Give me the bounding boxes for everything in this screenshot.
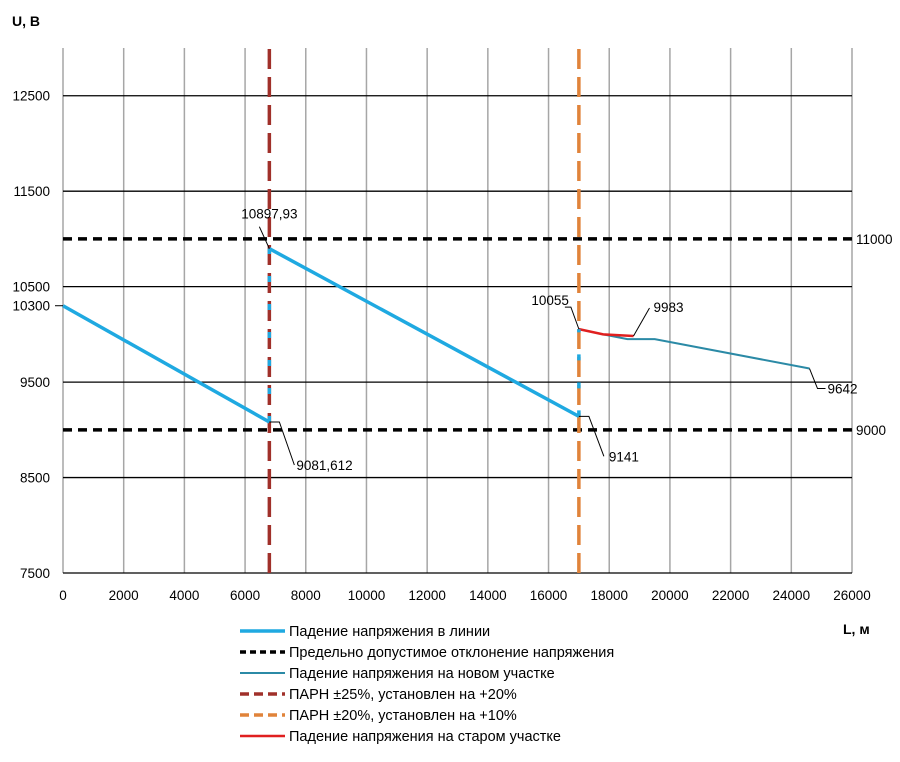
annotation-leaders: [55, 226, 826, 466]
series-layer: [62, 48, 852, 573]
annotations: 10897,93 9081,612 9141 10055 9983 9642 11000 90…: [241, 207, 892, 473]
data-label: 9983: [654, 300, 684, 315]
x-tick-label: 22000: [712, 588, 750, 603]
x-tick-label: 10000: [348, 588, 386, 603]
y-tick-label: 12500: [12, 89, 50, 104]
data-label: 9081,612: [296, 458, 352, 473]
x-axis-title: L, м: [843, 621, 870, 637]
legend-label: Предельно допустимое отклонение напряжен…: [289, 645, 614, 661]
data-label: 10055: [531, 293, 569, 308]
x-tick-label: 20000: [651, 588, 689, 603]
annotation-leader: [564, 306, 580, 330]
annotation-leader: [578, 415, 605, 457]
legend-label: ПАРН ±20%, установлен на +10%: [289, 708, 517, 724]
legend: Падение напряжения в линии Предельно допу…: [240, 624, 614, 745]
x-tick-label: 8000: [291, 588, 321, 603]
y-axis-title: U, В: [12, 13, 40, 29]
annotation-leader: [258, 226, 270, 249]
data-label: 9000: [856, 423, 886, 438]
annotation-leader: [269, 421, 295, 466]
x-tick-label: 26000: [833, 588, 871, 603]
data-label: 11000: [856, 232, 893, 247]
y-tick-label: 11500: [13, 184, 50, 199]
x-tick-label: 0: [59, 588, 67, 603]
x-tick-label: 6000: [230, 588, 260, 603]
x-tick-label: 12000: [408, 588, 446, 603]
series-drop1: [62, 304, 271, 424]
legend-label: ПАРН ±25%, установлен на +20%: [289, 687, 517, 703]
series-new_section: [602, 333, 810, 370]
data-label: 9642: [828, 382, 858, 397]
x-tick-label: 14000: [469, 588, 507, 603]
y-tick-label: 8500: [20, 471, 50, 486]
y-tick-label: 10300: [12, 299, 50, 314]
x-tick-label: 4000: [169, 588, 199, 603]
annotation-leader: [809, 368, 826, 390]
x-tick-label: 16000: [530, 588, 568, 603]
data-label: 9141: [609, 449, 639, 464]
x-tick-label: 18000: [590, 588, 628, 603]
legend-label: Падение напряжения на новом участке: [289, 666, 555, 682]
data-label: 10897,93: [241, 207, 297, 222]
legend-label: Падение напряжения на старом участке: [289, 729, 561, 745]
grid: [62, 48, 853, 574]
annotation-leader: [633, 307, 650, 337]
y-tick-label: 7500: [20, 566, 50, 581]
series-drop2: [268, 247, 580, 418]
legend-label: Падение напряжения в линии: [289, 624, 490, 640]
x-tick-label: 24000: [773, 588, 811, 603]
y-tick-label: 9500: [20, 375, 50, 390]
x-tick-label: 2000: [109, 588, 139, 603]
series-old_section: [578, 327, 634, 338]
y-tick-label: 10500: [12, 280, 50, 295]
tick-labels: 0 2000 4000 6000 8000 10000 12000 14000 16000 180…: [12, 89, 870, 603]
